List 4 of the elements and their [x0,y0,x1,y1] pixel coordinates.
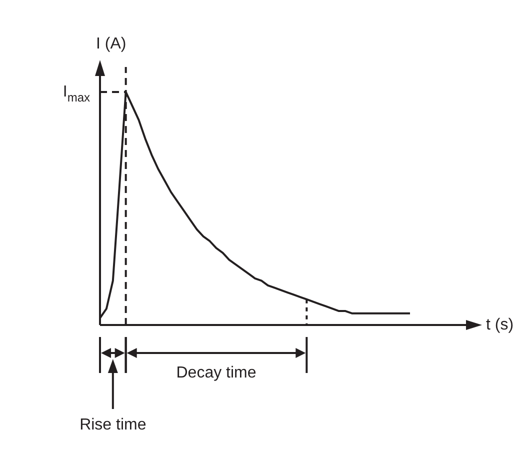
x-axis-title: t (s) [486,316,514,334]
text: Decay time [176,364,256,382]
text: Rise time [80,416,146,434]
y-axis-title: I (A) [96,35,126,52]
